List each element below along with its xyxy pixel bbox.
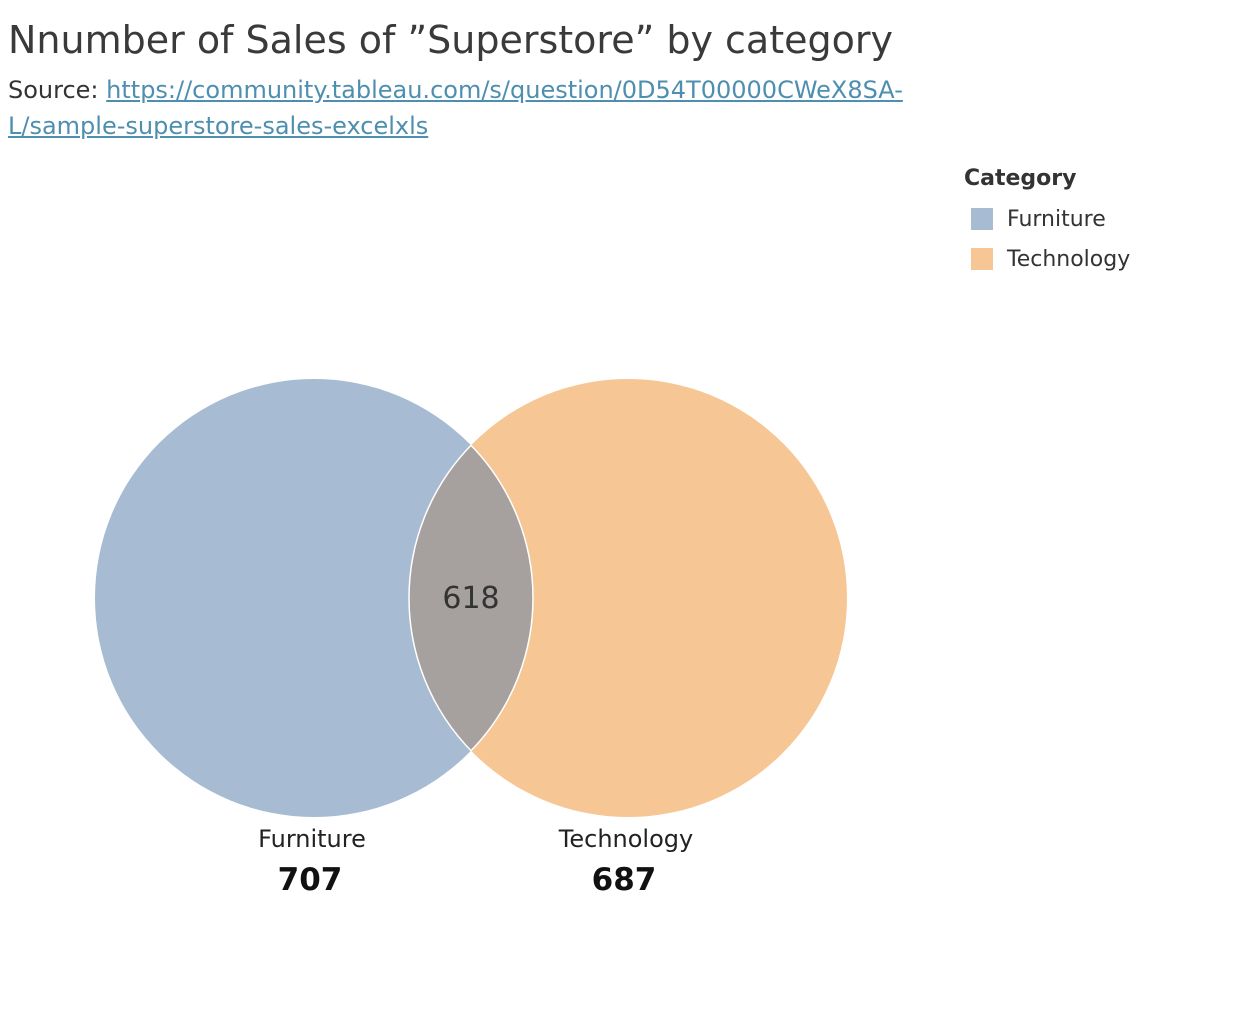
set-label-furniture: Furniture bbox=[258, 825, 366, 853]
legend-label-technology: Technology bbox=[1007, 246, 1131, 272]
venn-divider-a bbox=[409, 379, 534, 817]
legend-item-furniture[interactable]: Furniture bbox=[964, 199, 1130, 239]
source-link[interactable]: https://community.tableau.com/s/question… bbox=[8, 76, 903, 140]
chart-title: Nnumber of Sales of ”Superstore” by cate… bbox=[8, 18, 893, 62]
set-value-technology: 687 bbox=[592, 862, 657, 898]
legend: Category Furniture Technology bbox=[964, 166, 1130, 279]
set-label-technology: Technology bbox=[558, 825, 693, 853]
set-value-furniture: 707 bbox=[278, 862, 343, 898]
legend-swatch-technology bbox=[971, 248, 993, 270]
legend-item-technology[interactable]: Technology bbox=[964, 239, 1130, 279]
source-prefix: Source: bbox=[8, 76, 107, 104]
venn-divider-b bbox=[408, 379, 533, 817]
legend-title: Category bbox=[964, 166, 1077, 191]
legend-swatch-furniture bbox=[971, 208, 993, 230]
venn-circle-technology[interactable] bbox=[409, 379, 847, 817]
intersection-value: 618 bbox=[442, 581, 499, 616]
legend-label-furniture: Furniture bbox=[1007, 206, 1106, 232]
venn-circle-furniture[interactable] bbox=[95, 379, 533, 817]
chart-source: Source: https://community.tableau.com/s/… bbox=[8, 72, 968, 144]
